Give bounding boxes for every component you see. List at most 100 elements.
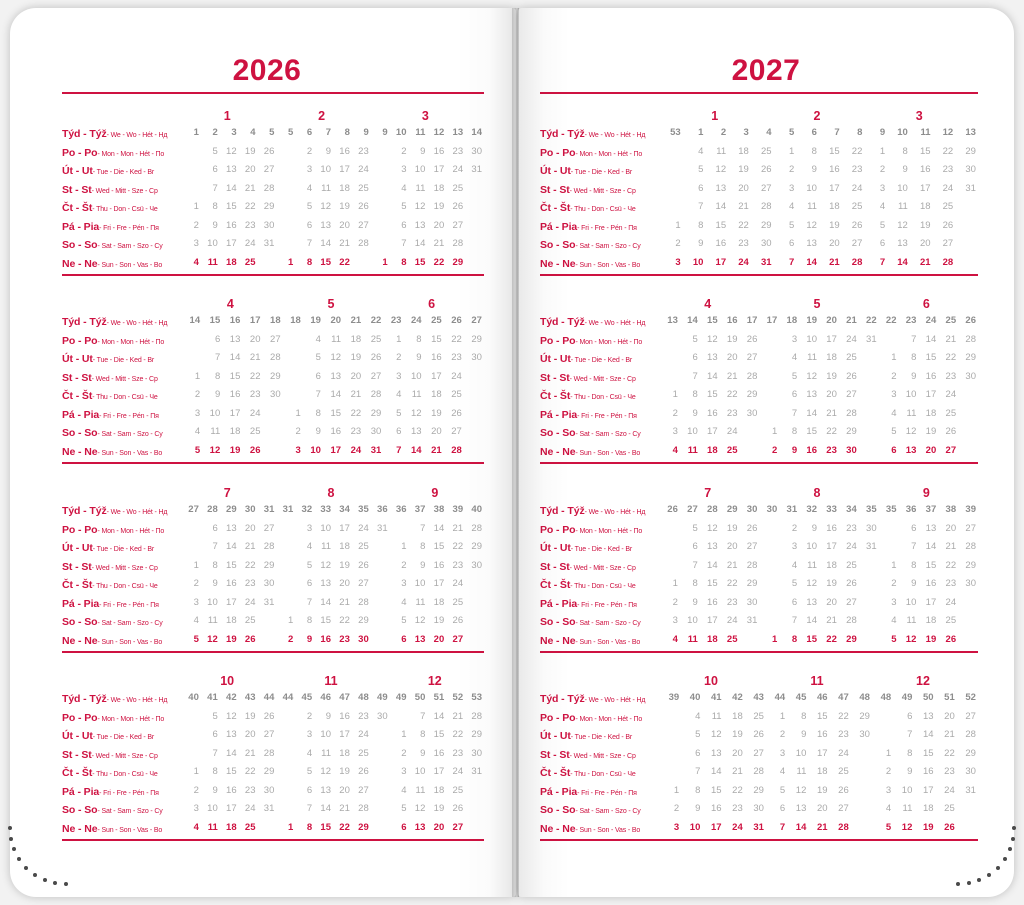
day-cell: 24 [452,578,464,589]
month-number: 6 [922,297,930,311]
day-cell: 12 [806,578,817,589]
week-number-cell: 15 [707,315,718,326]
week-number-row: 9 10 11 12 13 [862,124,976,143]
month-number: 5 [327,297,335,311]
day-cell [462,368,482,387]
day-cell: 14 [414,238,426,249]
corner-dot [42,877,47,882]
weekday-row: 3 10 17 24 [764,745,870,764]
day-cell [462,423,482,442]
day-cell: 23 [358,145,369,157]
day-cell [757,331,777,350]
weekday-row: 1 8 15 22 29 [877,349,976,368]
weekday-row: 3 10 17 24 [877,386,976,405]
day-cell: 9 [692,596,698,608]
week-number-row: 31 32 33 34 35 36 [274,501,388,520]
day-cell: 19 [726,333,738,345]
day-cell: 1 [788,145,795,157]
day-label-secondary: - Tue - Die - Ked - Br [570,357,633,364]
day-cell [757,349,777,368]
day-cell: 23 [249,389,261,400]
day-cell: 11 [796,766,807,777]
day-cell [369,538,388,557]
day-cell: 18 [919,201,931,212]
day-cell: 23 [358,710,369,722]
day-cell: 16 [826,522,837,534]
day-cell: 28 [270,352,281,363]
day-cell: 6 [396,426,402,437]
day-cell [857,557,877,576]
day-cell: 24 [945,596,957,608]
day-label-secondary: - Mon - Mon - Hét - По [575,150,643,158]
day-cell: 23 [945,370,957,382]
day-cell: 22 [249,370,261,382]
day-cell: 29 [263,201,275,212]
day-cell [857,386,877,405]
day-cell: 17 [339,522,350,534]
day-cell: 7 [420,522,426,534]
day-cell: 9 [416,352,422,363]
weekday-row: 3 10 17 24 31 [180,594,275,613]
day-label-primary: Týd - Týž [62,505,107,517]
month-grid: 27 28 29 30 31 6 13 20 27 7 14 21 28 1 8 15 22 29 2 9 16 23… [180,501,274,649]
day-label-4: Čt - Št- Thu - Don - Csü - Че [62,198,180,217]
weekday-row: 2 9 16 23 30 [180,575,275,594]
day-cell: 12 [414,615,426,626]
day-label-primary: St - St [62,560,92,573]
day-cell: 15 [330,407,342,419]
day-cell: 10 [905,389,917,400]
day-label-column: Týd - Týž- We - Wo - Hét - Hд Po - Po- Mo… [62,296,180,460]
day-cell: 8 [315,407,321,419]
day-cell: 22 [726,578,738,589]
day-cell: 21 [249,352,261,363]
day-cell: 11 [207,256,218,268]
day-cell [658,349,678,368]
weekday-row: 1 8 15 22 29 [180,368,281,387]
day-cell: 25 [358,747,369,759]
day-cell [281,386,301,405]
day-cell: 9 [325,710,331,722]
day-cell: 14 [922,729,934,740]
day-cell [757,594,777,613]
day-cell: 19 [431,407,442,419]
weekday-row: 6 13 20 27 [180,520,274,539]
day-cell: 17 [829,182,840,194]
day-cell: 6 [401,219,407,231]
sunday-row: 7 14 21 28 [772,254,863,273]
weekday-row: 1 8 15 22 29 [180,557,275,576]
day-cell [369,631,388,650]
month-block-10: 10 39 40 41 42 43 4 11 18 25 5 12 19 26 6 13 20 27 7 14… [658,673,764,837]
weekday-row: 4 11 18 25 [658,708,764,727]
day-cell [180,726,199,745]
day-cell: 11 [807,559,817,571]
day-cell: 21 [452,710,464,722]
day-cell: 15 [919,145,931,157]
day-cell: 22 [942,145,954,157]
day-label-secondary: - Sun - Son - Vas - Bo [97,638,163,646]
weekday-row: 2 9 16 23 [274,143,369,162]
day-cell: 27 [746,541,758,552]
day-cell: 7 [212,182,218,194]
day-cell: 20 [244,164,256,175]
day-cell: 13 [925,522,937,534]
weekday-row: 7 14 21 28 [274,235,369,254]
day-cell: 8 [791,633,798,645]
weekday-row: 7 14 21 28 [877,331,976,350]
day-cell [274,180,293,199]
day-cell: 28 [846,407,857,419]
day-cell: 17 [433,164,445,175]
months-row: Týd - Týž- We - Wo - Hét - Hд Po - Po- Mo… [10,673,516,837]
weekday-row: 5 12 19 26 [757,368,876,387]
day-cell [757,405,777,424]
day-cell: 18 [226,256,237,268]
week-number-cell: 5 [269,127,275,138]
day-cell: 6 [306,578,313,589]
day-cell: 3 [779,747,786,759]
day-cell: 16 [226,578,237,589]
day-cell [463,180,482,199]
day-label-primary: Čt - Št [62,390,93,402]
day-label-secondary: - Tue - Die - Ked - Br [570,734,633,741]
day-cell: 30 [760,238,772,249]
day-cell: 22 [452,729,464,740]
